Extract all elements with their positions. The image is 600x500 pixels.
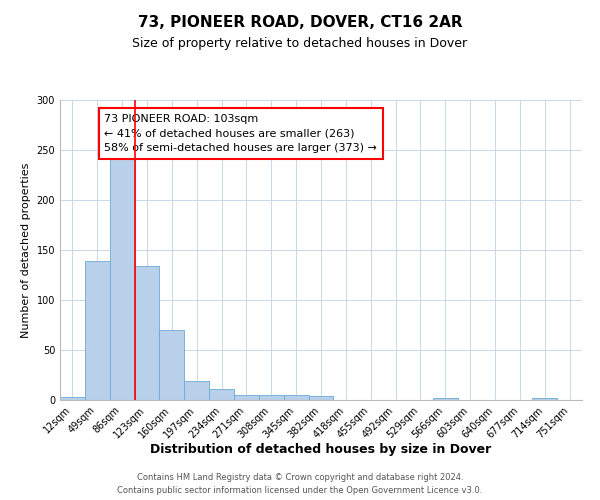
Bar	[209, 389, 234, 400]
Text: Contains HM Land Registry data © Crown copyright and database right 2024.
Contai: Contains HM Land Registry data © Crown c…	[118, 474, 482, 495]
Bar	[184, 381, 209, 400]
Y-axis label: Number of detached properties: Number of detached properties	[21, 162, 31, 338]
Bar	[234, 395, 259, 400]
Text: Distribution of detached houses by size in Dover: Distribution of detached houses by size …	[151, 442, 491, 456]
Bar	[532, 398, 557, 400]
Bar	[284, 395, 308, 400]
Bar	[110, 148, 134, 400]
Text: Size of property relative to detached houses in Dover: Size of property relative to detached ho…	[133, 38, 467, 51]
Bar	[85, 261, 110, 400]
Text: 73, PIONEER ROAD, DOVER, CT16 2AR: 73, PIONEER ROAD, DOVER, CT16 2AR	[137, 15, 463, 30]
Bar	[60, 397, 85, 400]
Bar	[433, 398, 458, 400]
Bar	[134, 266, 160, 400]
Text: 73 PIONEER ROAD: 103sqm
← 41% of detached houses are smaller (263)
58% of semi-d: 73 PIONEER ROAD: 103sqm ← 41% of detache…	[104, 114, 377, 153]
Bar	[308, 396, 334, 400]
Bar	[259, 395, 284, 400]
Bar	[160, 330, 184, 400]
